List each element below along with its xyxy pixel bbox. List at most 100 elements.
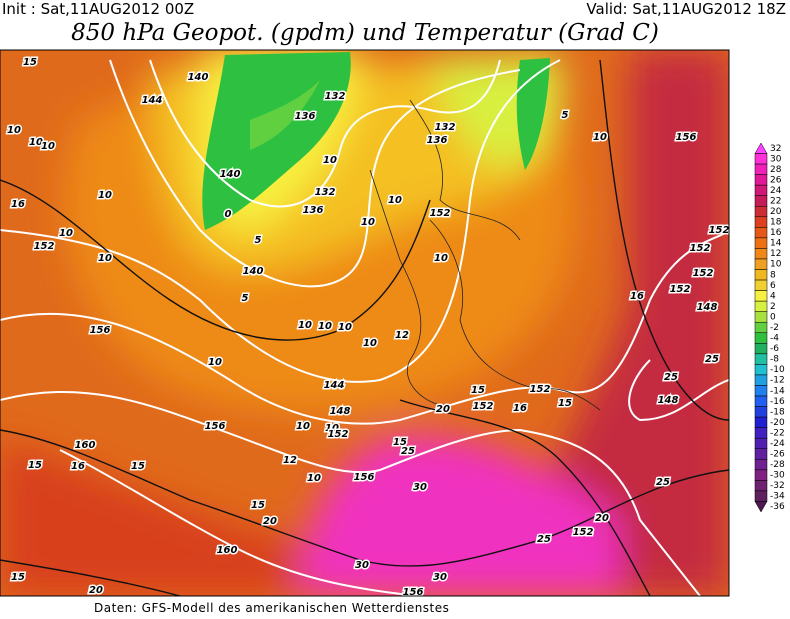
colorbar-label: -34 <box>770 492 785 502</box>
colorbar-segment <box>754 206 768 218</box>
colorbar-segment <box>754 459 768 471</box>
contour-label: 20 <box>595 513 609 524</box>
colorbar-label: 14 <box>770 239 782 249</box>
colorbar-segment <box>754 248 768 260</box>
contour-label: 136 <box>427 135 448 146</box>
colorbar-segment <box>754 385 768 397</box>
colorbar-label: 24 <box>770 186 782 196</box>
contour-label: 25 <box>401 446 415 457</box>
contour-label: 12 <box>395 330 409 341</box>
contour-label: 10 <box>338 322 352 333</box>
colorbar-segment <box>754 311 768 323</box>
colorbar-label: 26 <box>770 175 782 185</box>
colorbar-label: 4 <box>770 291 776 301</box>
colorbar-segment <box>754 437 768 449</box>
contour-label: 10 <box>361 217 375 228</box>
contour-label: 152 <box>430 208 451 219</box>
colorbar-segment <box>754 163 768 175</box>
contour-label: 25 <box>664 372 678 383</box>
contour-label: 156 <box>403 587 424 598</box>
contour-label: 152 <box>573 527 594 538</box>
contour-label: 156 <box>90 325 111 336</box>
contour-label: 15 <box>11 572 25 583</box>
colorbar-segment <box>754 321 768 334</box>
contour-label: 15 <box>131 461 145 472</box>
contour-label: 10 <box>208 357 222 368</box>
colorbar-segment <box>754 343 768 355</box>
colorbar-segment <box>754 269 768 281</box>
colorbar-segment <box>754 174 768 186</box>
contour-label: 16 <box>513 403 527 414</box>
contour-label: 152 <box>530 384 551 395</box>
init-time: Init : Sat,11AUG2012 00Z <box>2 0 194 18</box>
contour-label: 15 <box>393 437 407 448</box>
colorbar-label: -30 <box>770 471 785 481</box>
contour-label: 152 <box>670 284 691 295</box>
contour-label: 160 <box>75 440 96 451</box>
colorbar-label: 16 <box>770 228 782 238</box>
contour-label: 10 <box>98 253 112 264</box>
colorbar-segment <box>754 195 768 207</box>
contour-label: 10 <box>41 141 55 152</box>
colorbar-label: 30 <box>770 154 782 164</box>
contour-label: 16 <box>71 461 85 472</box>
contour-label: 5 <box>255 235 262 246</box>
contour-label: 10 <box>298 320 312 331</box>
colorbar-label: 10 <box>770 260 782 270</box>
colorbar-label: 0 <box>770 312 776 322</box>
contour-label: 20 <box>436 404 450 415</box>
colorbar-segment <box>754 374 768 386</box>
contour-label: 0 <box>225 209 232 220</box>
colorbar-label: -6 <box>770 344 779 354</box>
colorbar-segment <box>754 395 768 407</box>
colorbar-segment <box>754 469 768 481</box>
contour-label: 16 <box>630 291 644 302</box>
colorbar-segment <box>754 490 768 502</box>
colorbar-label: -2 <box>770 323 779 333</box>
contour-label: 156 <box>354 472 375 483</box>
colorbar-segment <box>754 153 768 165</box>
colorbar-label: 2 <box>770 302 776 312</box>
contour-label: 30 <box>355 560 369 571</box>
colorbar-label: -22 <box>770 428 785 438</box>
contour-label: 10 <box>318 321 332 332</box>
colorbar-segment <box>754 227 768 239</box>
colorbar-label: -14 <box>770 386 785 396</box>
contour-label: 25 <box>537 534 551 545</box>
colorbar-label: -10 <box>770 365 785 375</box>
contour-label: 5 <box>562 110 569 121</box>
contour-label: 15 <box>23 57 37 68</box>
colorbar-label: 22 <box>770 196 781 206</box>
colorbar-label: 28 <box>770 165 782 175</box>
colorbar-segment <box>754 216 768 228</box>
contour-label: 156 <box>205 421 226 432</box>
contour-label: 20 <box>263 516 277 527</box>
colorbar-label: 18 <box>770 218 782 228</box>
valid-time: Valid: Sat,11AUG2012 18Z <box>586 0 786 18</box>
colorbar-segment <box>754 237 768 249</box>
contour-label: 152 <box>473 401 494 412</box>
contour-label: 140 <box>220 169 241 180</box>
contour-label: 10 <box>29 137 43 148</box>
contour-label: 152 <box>693 268 714 279</box>
colorbar-segment <box>754 290 768 302</box>
contour-label: 15 <box>251 500 265 511</box>
contour-label: 136 <box>295 111 316 122</box>
colorbar: 32302826242220181614121086420-2-4-6-8-10… <box>754 142 785 513</box>
colorbar-segment <box>754 364 768 376</box>
colorbar-segment <box>754 501 768 513</box>
colorbar-label: 12 <box>770 249 781 259</box>
contour-label: 156 <box>676 132 697 143</box>
contour-label: 152 <box>328 429 349 440</box>
colorbar-segment <box>754 184 768 196</box>
contour-label: 10 <box>296 421 310 432</box>
contour-label: 25 <box>705 354 719 365</box>
colorbar-label: 20 <box>770 207 782 217</box>
contour-label: 15 <box>558 398 572 409</box>
contour-label: 15 <box>471 385 485 396</box>
colorbar-segment <box>754 480 768 492</box>
contour-label: 30 <box>413 482 427 493</box>
contour-label: 15 <box>28 460 42 471</box>
contour-label: 152 <box>34 241 55 252</box>
